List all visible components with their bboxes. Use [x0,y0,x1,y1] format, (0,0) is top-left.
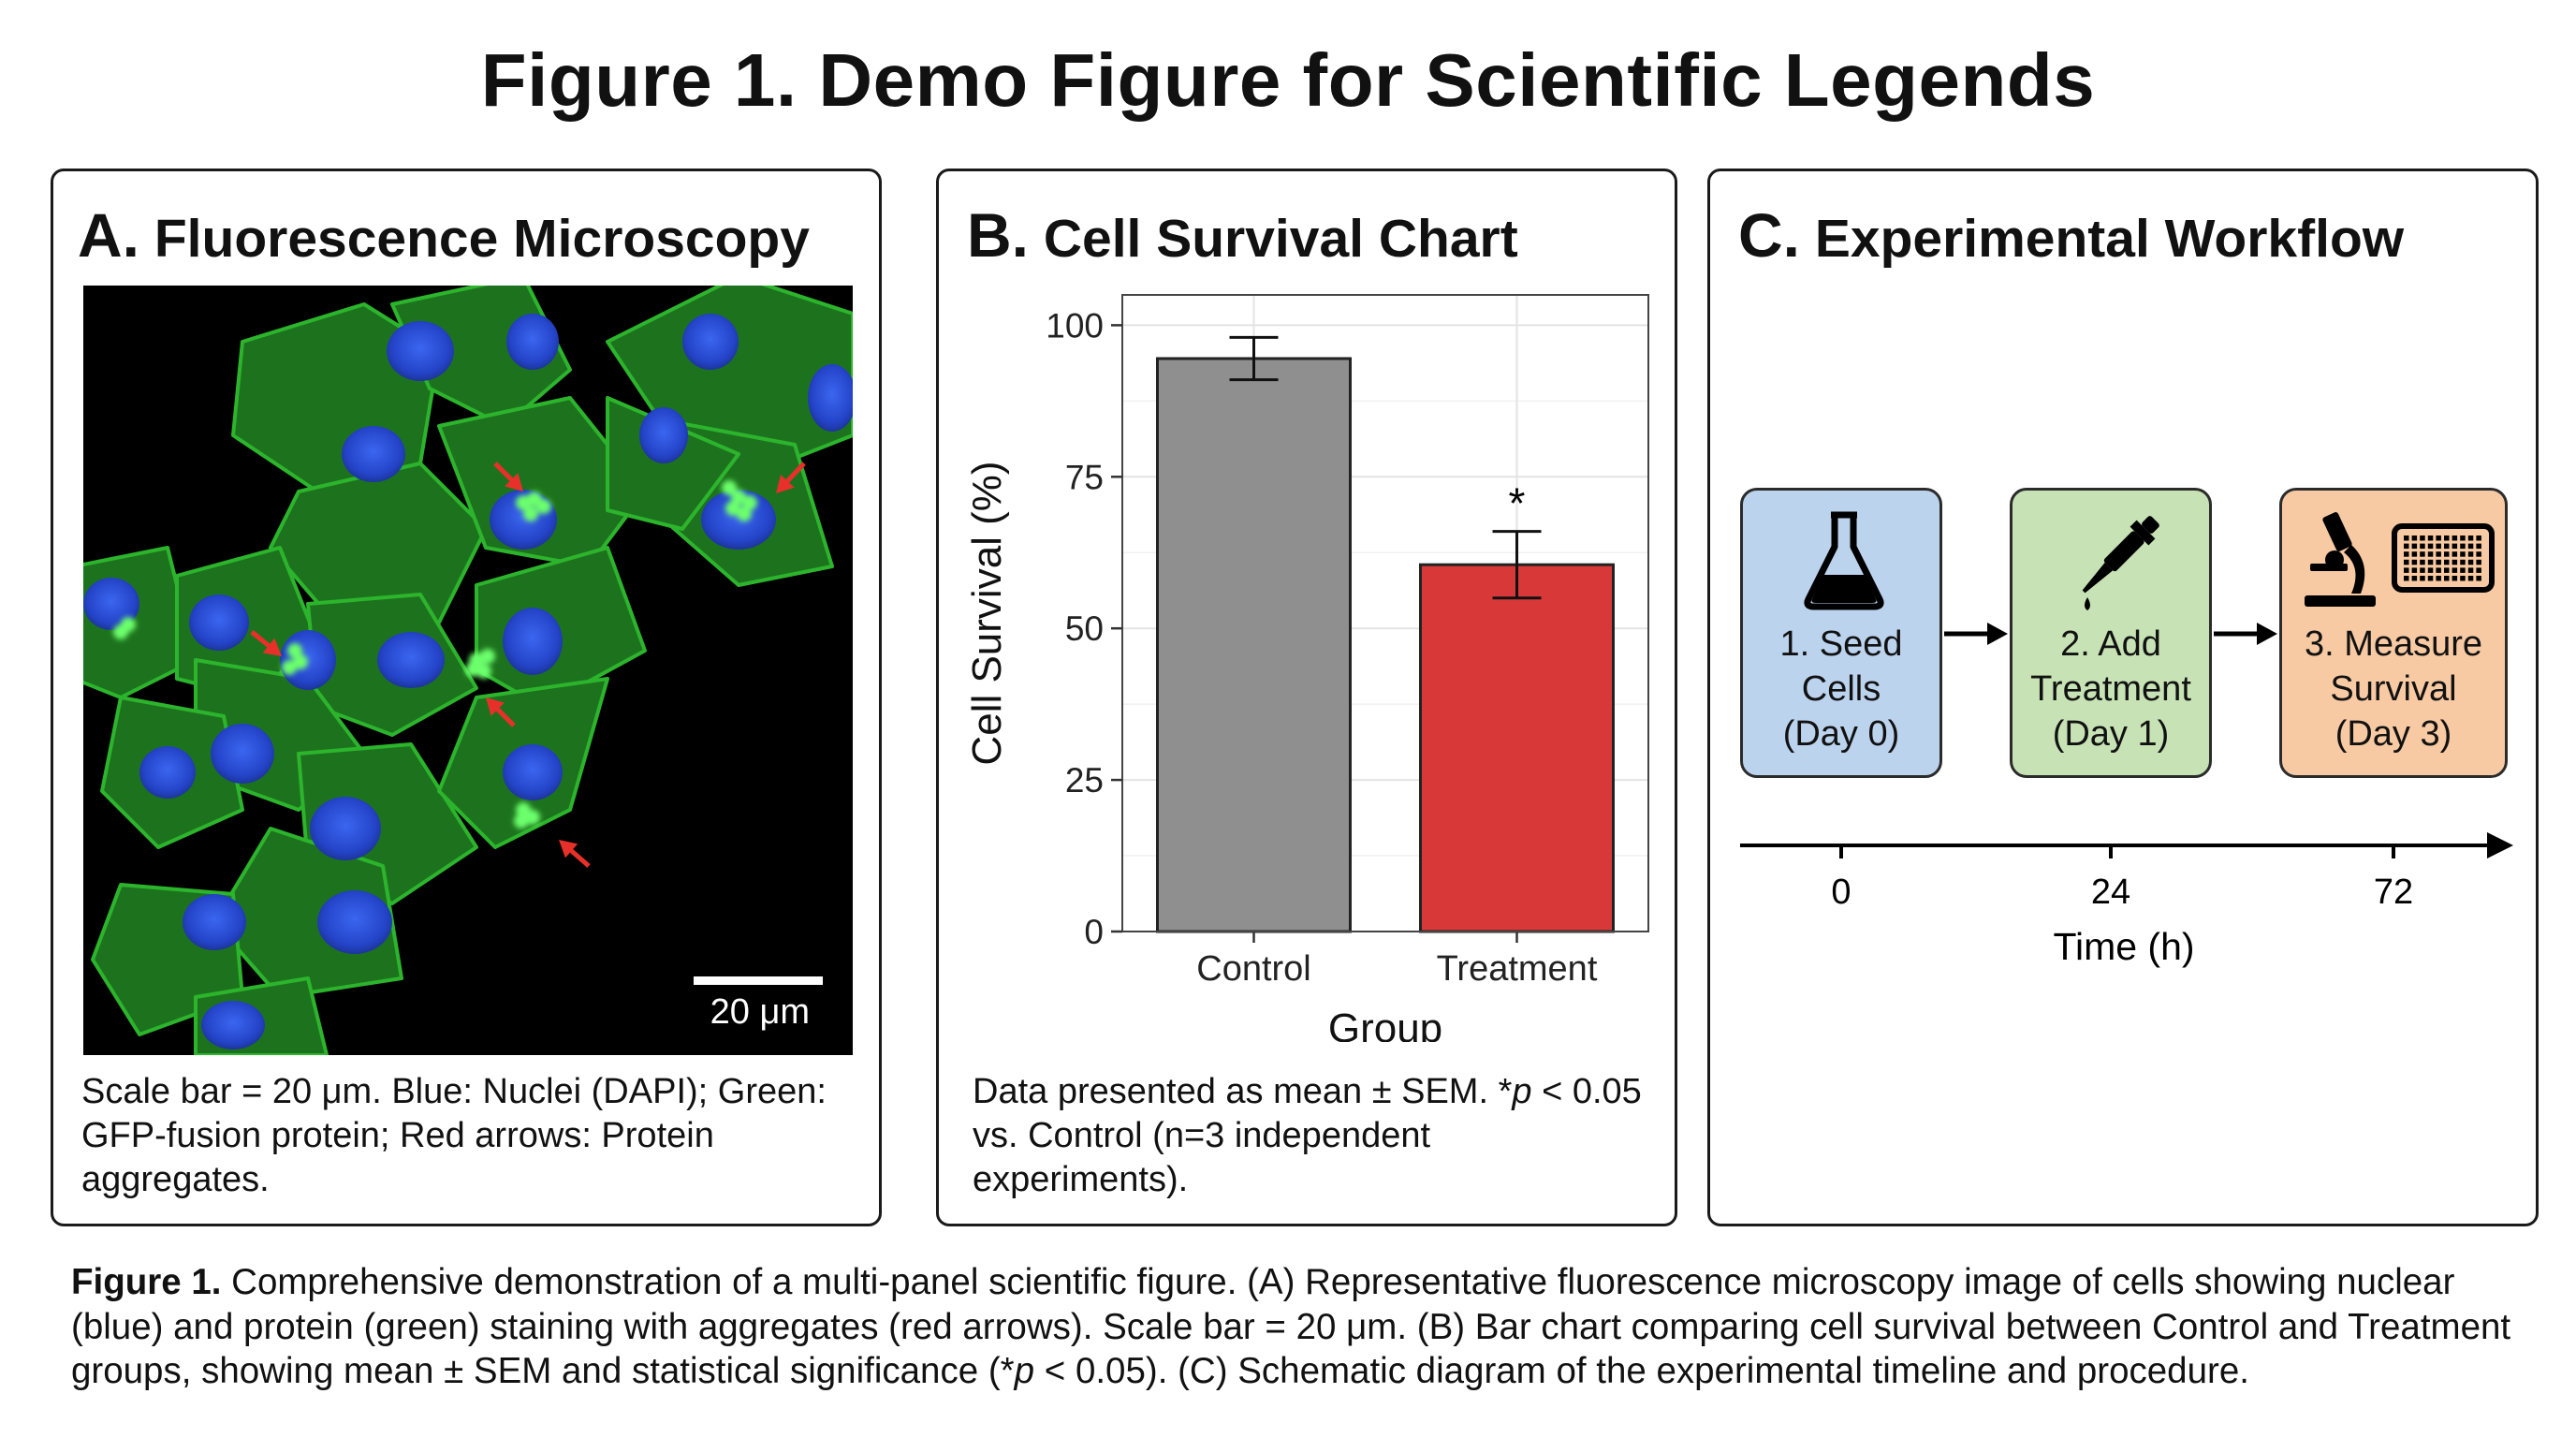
caption-b-p: p [1512,1072,1532,1111]
step-3-line3: (Day 3) [2334,714,2452,754]
step-2-line3: (Day 1) [2052,714,2170,754]
step-seed-label: 1. Seed Cells (Day 0) [1743,622,1939,756]
step-treatment-label: 2. Add Treatment (Day 1) [2012,622,2209,756]
y-tick-label: 75 [1065,458,1104,496]
scale-bar-label: 20 μm [710,992,810,1032]
figure-caption-text-1: Comprehensive demonstration of a multi-p… [71,1262,2511,1391]
y-tick-label: 25 [1065,761,1104,800]
microscope-plate-icon [2305,512,2495,607]
figure-caption: Figure 1. Comprehensive demonstration of… [71,1260,2542,1394]
panel-a-caption: Scale bar = 20 μm. Blue: Nuclei (DAPI); … [81,1072,827,1199]
step-1-line2: Cells [1801,669,1881,709]
step-measure-survival: 3. Measure Survival (Day 3) [2279,488,2508,778]
timeline-label: Time (h) [2053,925,2194,968]
panel-b-letter: B. [967,200,1029,270]
panel-a-title: Fluorescence Microscopy [154,209,810,269]
pipette-icon [2082,516,2159,610]
step-2-line1: 2. Add [2060,624,2161,664]
survival-bar-chart: Control * Treatment 0 25 50 75 100 Group Cell Sur… [964,294,1649,1042]
caption-b-part2: < 0.05 vs. Control (n=3 independent expe… [973,1072,1642,1199]
figure-title: Figure 1. Demo Figure for Scientific Leg… [480,38,2096,122]
step-3-line2: Survival [2330,669,2457,709]
panel-c-title: Experimental Workflow [1814,209,2405,269]
figure-caption-label: Figure 1. [71,1262,222,1302]
step-seed-cells: 1. Seed Cells (Day 0) [1740,488,1942,778]
cell-nuclei [83,314,853,1049]
step-1-line3: (Day 0) [1782,714,1900,754]
panel-a-heading: A. Fluorescence Microscopy [78,199,810,271]
step-1-line1: 1. Seed [1779,624,1903,664]
y-tick-label: 100 [1046,306,1104,345]
protein-aggregates [113,480,757,829]
panel-a: A. Fluorescence Microscopy 20 μm Scale b… [51,169,882,1226]
caption-b-part1: Data presented as mean ± SEM. * [973,1072,1513,1111]
timeline-tick-72: 72 [2374,873,2413,912]
significance-marker: * [1509,479,1526,528]
figure-caption-p: p [1014,1351,1035,1391]
step-add-treatment: 2. Add Treatment (Day 1) [2010,488,2212,778]
figure-caption-text-2: < 0.05). (C) Schematic diagram of the ex… [1034,1351,2249,1391]
x-tick-label-treatment: Treatment [1437,949,1598,989]
aggregate-arrows [250,462,806,868]
plot-frame [1121,294,1649,932]
x-axis-label: Group [1328,1005,1442,1042]
panel-b-caption: Data presented as mean ± SEM. *p < 0.05 … [973,1070,1647,1202]
flask-icon [1804,511,1884,610]
panel-c: C. Experimental Workflow 1. Seed Cells (… [1707,169,2539,1226]
y-axis-label: Cell Survival (%) [964,461,1010,765]
workflow-arrows: 0 24 72 Time (h) [1740,623,2513,968]
panel-b-title: Cell Survival Chart [1043,209,1518,269]
panel-a-letter: A. [78,200,139,270]
timeline-axis [1740,832,2513,858]
step-2-line2: Treatment [2030,669,2191,709]
scale-bar [694,976,823,985]
panel-c-letter: C. [1738,200,1800,270]
y-tick-label: 50 [1065,609,1104,648]
step-measure-label: 3. Measure Survival (Day 3) [2282,622,2505,756]
microscopy-image: 20 μm [83,286,853,1055]
x-tick-label-control: Control [1196,949,1311,989]
panel-b-heading: B. Cell Survival Chart [967,199,1518,271]
panel-c-heading: C. Experimental Workflow [1738,199,2404,271]
panel-b: B. Cell Survival Chart Control * Treatment… [936,169,1677,1226]
timeline-tick-0: 0 [1831,873,1851,912]
bar-treatment [1419,563,1615,933]
microscopy-svg [83,286,853,1055]
timeline-tick-24: 24 [2091,873,2130,912]
y-tick-label: 0 [1084,913,1104,951]
bar-control [1156,357,1352,933]
step-3-line1: 3. Measure [2304,624,2483,664]
